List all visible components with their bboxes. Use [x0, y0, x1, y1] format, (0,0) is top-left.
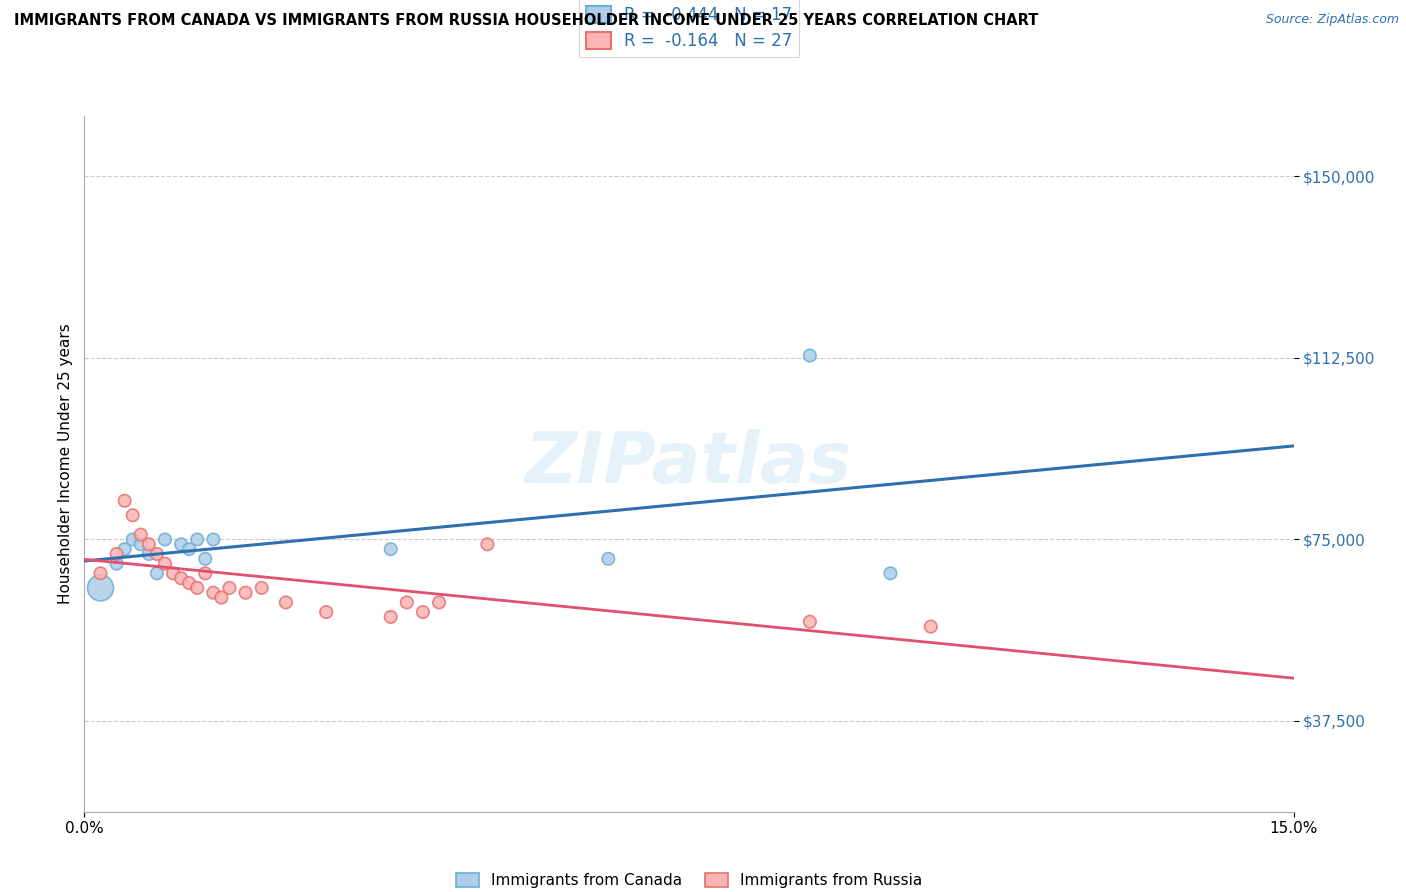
Point — [153, 557, 176, 571]
Point — [179, 576, 201, 591]
Point — [202, 533, 225, 547]
Point — [138, 547, 160, 561]
Point — [477, 537, 499, 551]
Point — [250, 581, 273, 595]
Point — [427, 595, 450, 609]
Point — [209, 591, 232, 605]
Point — [274, 595, 297, 609]
Point — [153, 533, 176, 547]
Point — [194, 551, 217, 566]
Point — [202, 585, 225, 599]
Point — [179, 542, 201, 557]
Point — [105, 557, 128, 571]
Point — [121, 533, 143, 547]
Point — [194, 566, 217, 581]
Point — [799, 349, 821, 363]
Text: ZIPatlas: ZIPatlas — [526, 429, 852, 499]
Point — [395, 595, 418, 609]
Point — [89, 581, 111, 595]
Point — [170, 571, 193, 585]
Point — [170, 537, 193, 551]
Text: Source: ZipAtlas.com: Source: ZipAtlas.com — [1265, 13, 1399, 27]
Point — [146, 547, 169, 561]
Point — [138, 537, 160, 551]
Point — [121, 508, 143, 523]
Point — [146, 566, 169, 581]
Point — [380, 542, 402, 557]
Point — [129, 537, 152, 551]
Point — [162, 566, 184, 581]
Point — [114, 542, 136, 557]
Text: IMMIGRANTS FROM CANADA VS IMMIGRANTS FROM RUSSIA HOUSEHOLDER INCOME UNDER 25 YEA: IMMIGRANTS FROM CANADA VS IMMIGRANTS FRO… — [14, 13, 1039, 29]
Point — [218, 581, 240, 595]
Point — [799, 615, 821, 629]
Point — [186, 533, 208, 547]
Legend: Immigrants from Canada, Immigrants from Russia: Immigrants from Canada, Immigrants from … — [450, 867, 928, 892]
Point — [380, 610, 402, 624]
Point — [879, 566, 901, 581]
Point — [105, 547, 128, 561]
Point — [89, 566, 111, 581]
Point — [315, 605, 337, 619]
Point — [186, 581, 208, 595]
Point — [412, 605, 434, 619]
Y-axis label: Householder Income Under 25 years: Householder Income Under 25 years — [58, 324, 73, 604]
Point — [598, 551, 620, 566]
Point — [114, 493, 136, 508]
Point — [235, 585, 257, 599]
Point — [129, 527, 152, 541]
Point — [920, 619, 942, 633]
